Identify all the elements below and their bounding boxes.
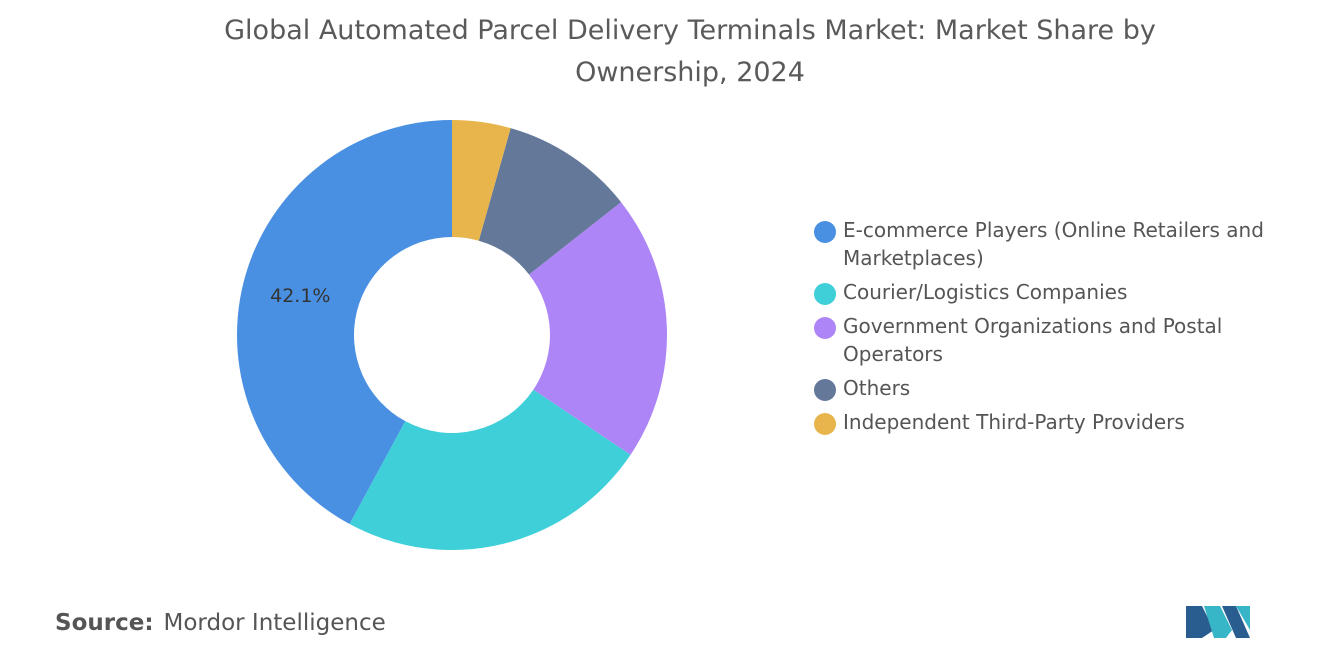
donut-segment bbox=[478, 128, 622, 275]
legend-swatch bbox=[814, 283, 836, 305]
source-label: Source: bbox=[55, 610, 154, 636]
source: Source: Mordor Intelligence bbox=[55, 610, 386, 636]
data-label: 42.1% bbox=[270, 285, 330, 307]
legend-swatch bbox=[814, 379, 836, 401]
legend-item: Government Organizations and Postal Oper… bbox=[812, 312, 1282, 368]
legend: E-commerce Players (Online Retailers and… bbox=[812, 216, 1282, 442]
legend-swatch bbox=[814, 221, 836, 243]
donut-segment bbox=[349, 389, 631, 550]
legend-item: Others bbox=[812, 374, 1282, 402]
legend-label: Government Organizations and Postal Oper… bbox=[843, 314, 1223, 366]
legend-swatch bbox=[814, 317, 836, 339]
legend-label: Independent Third-Party Providers bbox=[843, 410, 1185, 434]
legend-label: Courier/Logistics Companies bbox=[843, 280, 1128, 304]
donut-segment bbox=[452, 120, 511, 241]
legend-label: E-commerce Players (Online Retailers and… bbox=[843, 218, 1264, 270]
donut-segment bbox=[237, 120, 452, 525]
logo bbox=[1186, 606, 1250, 638]
legend-swatch bbox=[814, 413, 836, 435]
legend-item: E-commerce Players (Online Retailers and… bbox=[812, 216, 1282, 272]
chart-title: Global Automated Parcel Delivery Termina… bbox=[224, 15, 1156, 88]
source-name: Mordor Intelligence bbox=[163, 610, 386, 636]
donut-segment bbox=[529, 202, 667, 455]
legend-item: Independent Third-Party Providers bbox=[812, 408, 1282, 436]
legend-item: Courier/Logistics Companies bbox=[812, 278, 1282, 306]
legend-label: Others bbox=[843, 376, 911, 400]
